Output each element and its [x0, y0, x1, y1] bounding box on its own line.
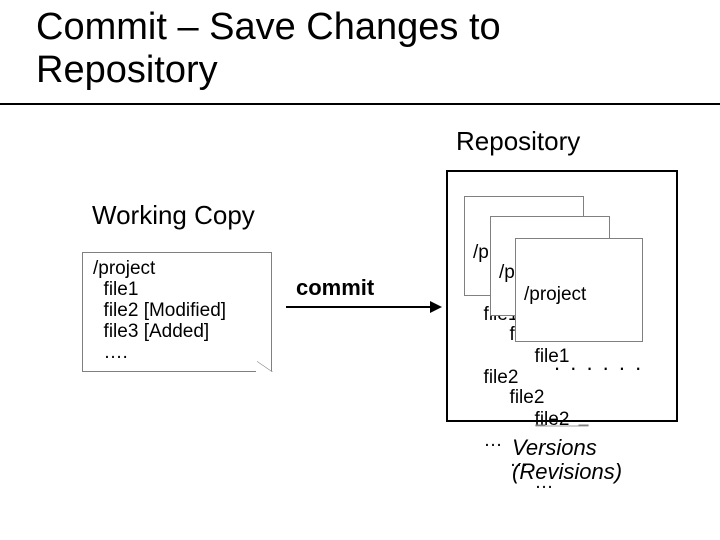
- working-copy-box: /project file1 file2 [Modified] file3 [A…: [82, 252, 272, 372]
- v3-path: /project: [524, 285, 634, 306]
- version-card-3: /project file1 file2 …: [515, 238, 643, 342]
- slide-title: Commit – Save Changes to Repository: [36, 6, 501, 91]
- wc-file3: file3 [Added]: [93, 322, 261, 343]
- versions-l2: (Revisions): [512, 459, 622, 484]
- title-line-2: Repository: [36, 49, 218, 91]
- repository-label: Repository: [456, 126, 580, 157]
- slide: Commit – Save Changes to Repository Repo…: [0, 0, 720, 540]
- working-copy-label: Working Copy: [92, 200, 255, 231]
- wc-file2: file2 [Modified]: [93, 301, 261, 322]
- wc-box-notch-icon: [256, 361, 272, 372]
- brace-icon: ⎵: [464, 416, 660, 427]
- commit-arrow-icon: [286, 306, 440, 308]
- versions-l1: Versions: [512, 435, 597, 460]
- versions-label: Versions (Revisions): [512, 436, 622, 484]
- wc-path: /project: [93, 259, 261, 280]
- wc-etc: ….: [93, 343, 261, 364]
- version-ellipsis-icon: . . . . . .: [554, 350, 643, 376]
- title-underline: [0, 103, 720, 105]
- title-line-1: Commit – Save Changes to: [36, 6, 501, 48]
- wc-file1: file1: [93, 280, 261, 301]
- commit-label: commit: [296, 275, 374, 301]
